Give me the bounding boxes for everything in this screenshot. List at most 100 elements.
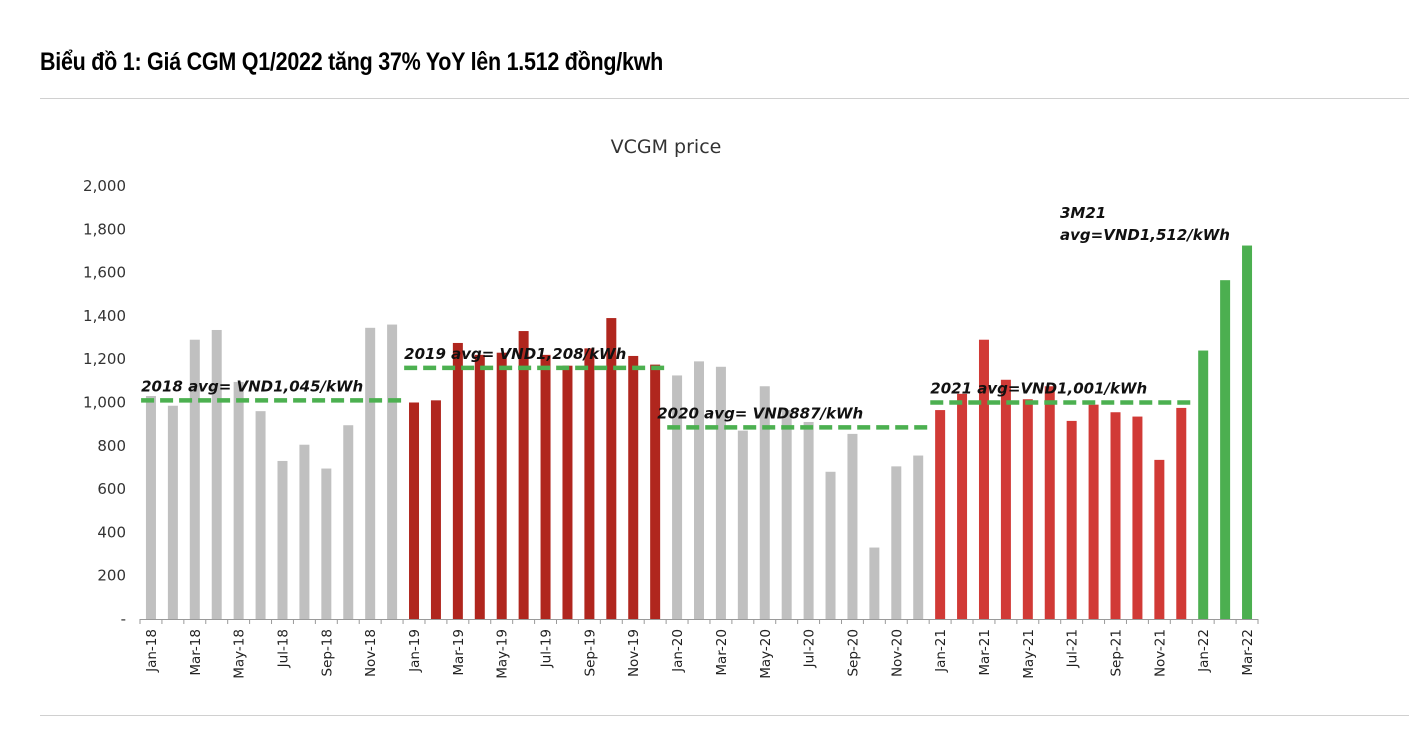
x-tick-label: Nov-20	[889, 629, 905, 677]
bar-Feb-22	[1220, 280, 1231, 619]
bar-Nov-21	[1154, 459, 1165, 619]
y-axis: - 200 400 600 800 1,000 1,200 1,400 1,600 1,800 2,…	[83, 177, 126, 628]
bar-May-21	[1022, 399, 1033, 619]
x-tick-label: May-18	[232, 629, 248, 679]
y-tick-label: 400	[97, 523, 126, 541]
y-tick-label: 1,800	[83, 220, 126, 238]
bar-Dec-19	[650, 364, 661, 619]
bar-Oct-20	[869, 547, 880, 619]
bar-Jul-19	[540, 354, 551, 619]
bar-series	[145, 245, 1253, 619]
x-tick-label: May-20	[758, 629, 774, 679]
x-tick-label: May-21	[1021, 629, 1037, 679]
y-tick-label: 200	[97, 567, 126, 585]
avg-label-4: 2021 avg=VND1,001/kWh	[930, 380, 1147, 398]
x-tick-label: Jan-20	[670, 629, 686, 673]
bar-Jan-21	[935, 410, 946, 619]
x-tick-label: Sep-19	[582, 629, 598, 677]
top-divider	[40, 98, 1409, 99]
bar-Aug-19	[562, 365, 573, 619]
bar-Aug-21	[1088, 404, 1099, 619]
x-tick-label: Nov-21	[1152, 629, 1168, 677]
bar-Sep-21	[1110, 412, 1121, 619]
y-tick-label: 2,000	[83, 177, 126, 195]
x-tick-label: Jul-20	[802, 629, 818, 668]
bar-May-19	[496, 352, 507, 619]
bar-Aug-18	[299, 444, 310, 619]
y-tick-label: 600	[97, 480, 126, 498]
bar-Sep-18	[321, 468, 332, 619]
x-tick-label: Mar-21	[977, 629, 993, 676]
chart-heading: Biểu đồ 1: Giá CGM Q1/2022 tăng 37% YoY …	[40, 48, 664, 76]
bar-Dec-18	[387, 324, 398, 619]
top-annotation-line2: avg=VND1,512/kWh	[1060, 226, 1230, 244]
bar-Jul-18	[277, 460, 288, 619]
avg-label-1: 2018 avg= VND1,045/kWh	[141, 377, 363, 395]
x-tick-label: Jul-19	[539, 629, 555, 668]
x-tick-label: Mar-19	[451, 629, 467, 676]
bar-Nov-18	[365, 327, 376, 619]
bar-Oct-21	[1132, 416, 1143, 619]
y-tick-label: 1,600	[83, 264, 126, 282]
x-tick-label: Sep-18	[319, 629, 335, 677]
x-tick-label: May-19	[495, 629, 511, 679]
bar-Dec-20	[913, 455, 924, 619]
bar-Jul-20	[803, 421, 814, 619]
bottom-divider	[40, 715, 1409, 716]
avg-label-3: 2020 avg= VND887/kWh	[657, 404, 863, 422]
bar-Mar-20	[715, 366, 726, 619]
bar-Nov-20	[891, 466, 902, 619]
bar-Feb-20	[694, 361, 704, 619]
bar-Nov-19	[628, 355, 639, 619]
bar-Jul-21	[1066, 420, 1077, 619]
bar-Jan-18	[145, 396, 156, 619]
x-tick-label: Jul-21	[1065, 629, 1081, 668]
bar-Apr-20	[737, 430, 748, 619]
x-axis: Jan-18 Mar-18 May-18 Jul-18 Sep-18 Nov-18 Jan-…	[139, 619, 1259, 679]
bar-Oct-18	[343, 425, 354, 619]
avg-label-2: 2019 avg= VND1,208/kWh	[404, 345, 626, 363]
x-tick-label: Jul-18	[275, 629, 291, 668]
bar-Jun-18	[255, 411, 266, 619]
x-tick-label: Jan-22	[1196, 629, 1212, 673]
y-tick-label: -	[121, 610, 126, 628]
bar-Jan-22	[1198, 350, 1209, 619]
chart-title: VCGM price	[611, 136, 722, 158]
bar-Jun-20	[781, 410, 792, 619]
bar-May-18	[233, 381, 244, 619]
bar-Jun-21	[1044, 386, 1055, 619]
bar-Dec-21	[1176, 407, 1187, 619]
x-tick-label: Mar-22	[1240, 629, 1256, 676]
x-tick-label: Jan-19	[407, 629, 423, 673]
y-tick-label: 1,200	[83, 350, 126, 368]
bar-Feb-21	[957, 393, 968, 619]
y-tick-label: 1,000	[83, 394, 126, 412]
x-tick-label: Sep-20	[845, 629, 861, 677]
top-annotation-line1: 3M21	[1060, 204, 1106, 222]
bar-Sep-20	[847, 433, 858, 619]
bar-Apr-19	[474, 354, 485, 619]
x-tick-label: Mar-20	[714, 629, 730, 676]
bar-Feb-19	[430, 400, 441, 619]
bar-Mar-22	[1242, 245, 1253, 619]
bar-Jan-20	[672, 375, 683, 619]
bar-Sep-19	[584, 348, 595, 619]
x-tick-label: Nov-18	[363, 629, 379, 677]
x-tick-label: Jan-21	[933, 629, 949, 673]
x-tick-label: Mar-18	[188, 629, 204, 676]
bar-Mar-19	[452, 342, 463, 619]
bar-Oct-19	[606, 318, 617, 619]
x-tick-label: Jan-18	[144, 629, 160, 673]
average-lines: 2018 avg= VND1,045/kWh 2019 avg= VND1,208…	[141, 345, 1192, 430]
bar-Mar-18	[189, 339, 200, 619]
bar-Aug-20	[825, 471, 836, 619]
bar-Feb-18	[167, 405, 178, 619]
bar-Apr-18	[211, 329, 222, 619]
x-tick-label: Nov-19	[626, 629, 642, 677]
bar-Mar-21	[978, 339, 989, 619]
bar-Jun-19	[518, 331, 529, 619]
y-tick-label: 1,400	[83, 307, 126, 325]
y-tick-label: 800	[97, 437, 126, 455]
bar-May-20	[759, 386, 770, 619]
